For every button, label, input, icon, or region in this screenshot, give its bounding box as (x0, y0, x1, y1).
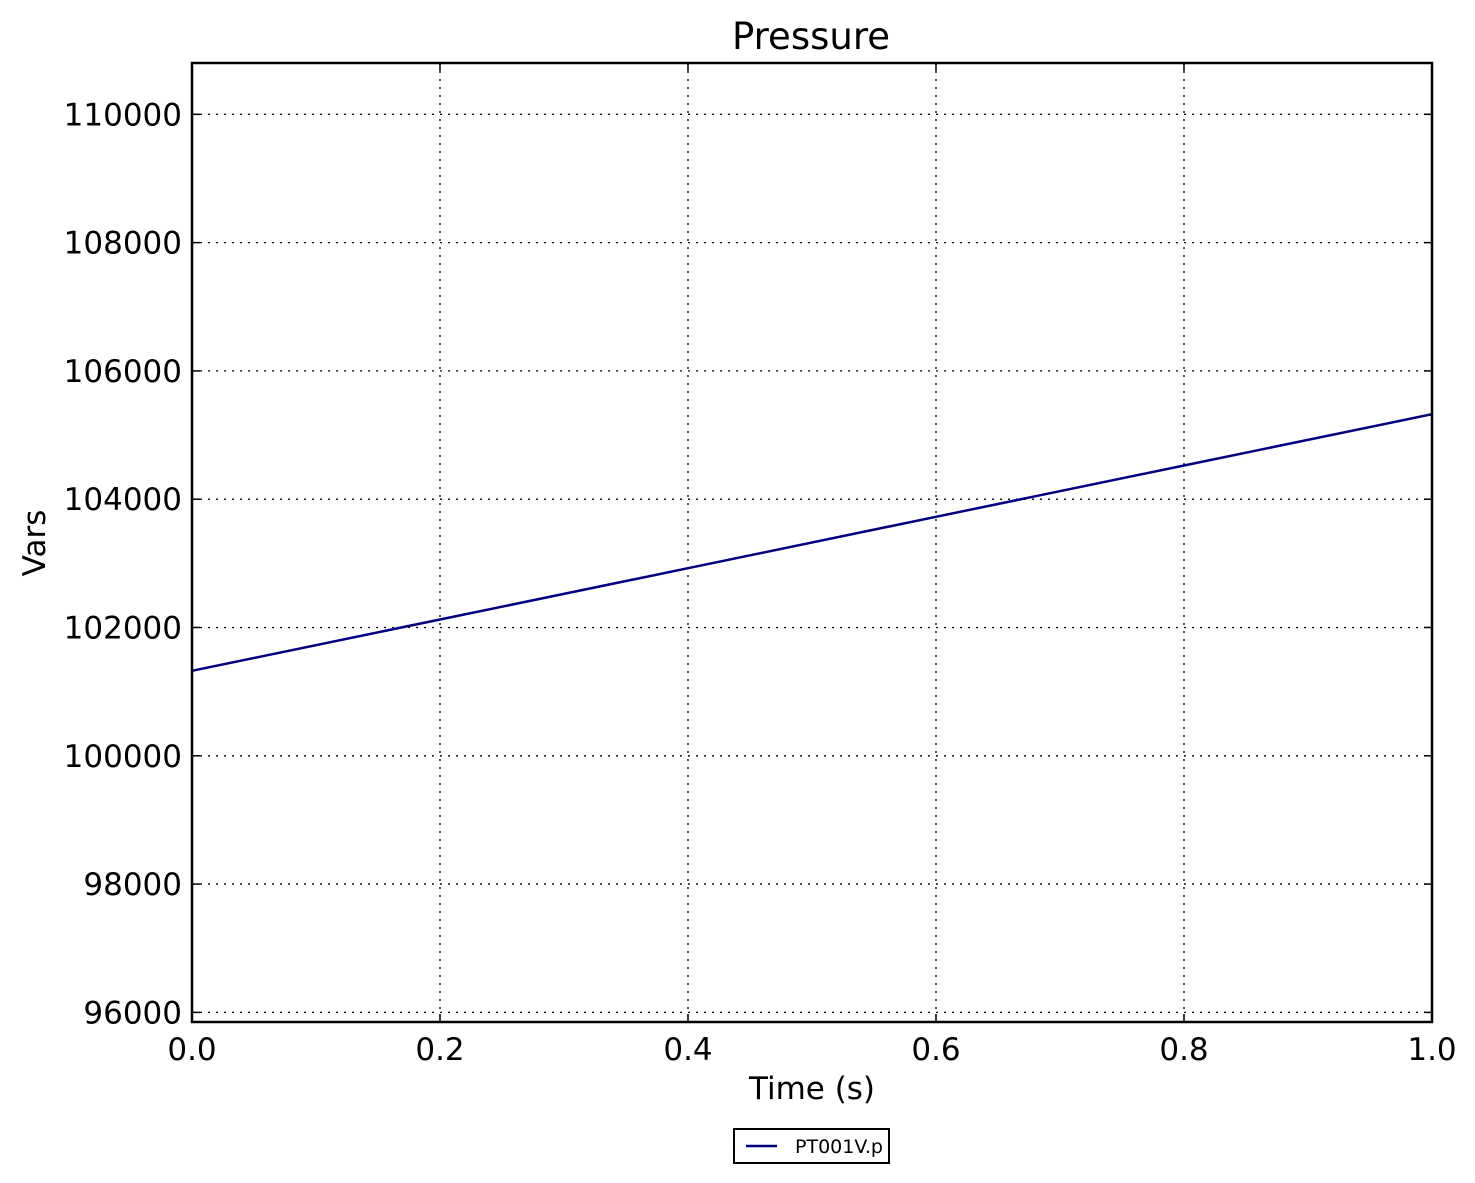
axis-ticks (191, 63, 1433, 1022)
y-tick-label: 104000 (64, 482, 182, 518)
plot-frame (190, 61, 1434, 1024)
series-line-0 (191, 412, 1433, 673)
y-tick-labels: 96000 98000 100000 102000 104000 106000 108000… (64, 97, 182, 1031)
x-tick-label: 1.0 (1407, 1032, 1456, 1068)
y-tick-label: 106000 (64, 354, 182, 390)
chart-title: Pressure (732, 15, 890, 58)
y-tick-label: 110000 (64, 97, 182, 133)
y-tick-label: 96000 (83, 995, 182, 1031)
x-axis-label: Time (s) (748, 1071, 875, 1107)
grid-lines (192, 63, 1432, 1022)
y-tick-label: 98000 (83, 867, 182, 903)
x-tick-label: 0.6 (911, 1032, 960, 1068)
legend-entry-label: PT001V.p (795, 1136, 883, 1158)
x-tick-label: 0.0 (167, 1032, 216, 1068)
x-tick-label: 0.4 (663, 1032, 712, 1068)
x-tick-label: 0.8 (1159, 1032, 1208, 1068)
y-tick-label: 102000 (64, 610, 182, 646)
legend: PT001V.p (733, 1128, 890, 1164)
y-tick-label: 108000 (64, 226, 182, 262)
series-layer (191, 412, 1433, 673)
x-tick-label: 0.2 (415, 1032, 464, 1068)
x-tick-labels: 0.0 0.2 0.4 0.6 0.8 1.0 (167, 1032, 1456, 1068)
y-axis-label: Vars (17, 510, 53, 577)
y-tick-label: 100000 (64, 739, 182, 775)
